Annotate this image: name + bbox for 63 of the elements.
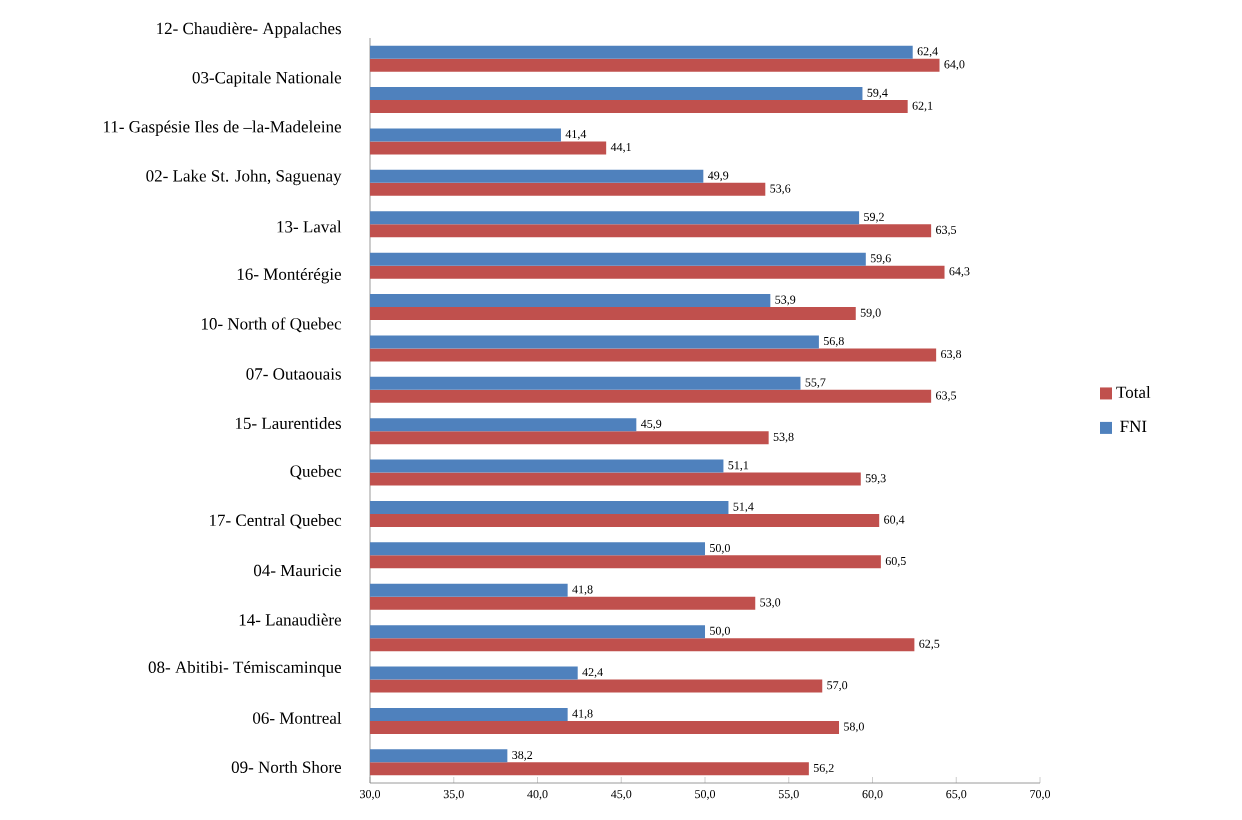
data-label: 59,3 (865, 474, 886, 484)
data-label: 64,3 (949, 267, 970, 278)
data-label: 41,4 (565, 130, 587, 140)
text: 03-Capitale Nationale (192, 71, 342, 87)
text: 14- Lanaudière (239, 613, 342, 626)
data-label: 63,8 (941, 349, 962, 360)
text: 17- Central Quebec (210, 514, 342, 529)
x-tick-label: 70,0 (1030, 790, 1051, 800)
data-label: 59,6 (870, 254, 891, 265)
data-label: 41,8 (572, 585, 593, 596)
data-label: 53,8 (773, 432, 794, 443)
text: 13- Laval (277, 220, 342, 233)
data-label: 49,9 (707, 171, 729, 182)
text: 16- Montérégie (237, 267, 342, 284)
x-tick-label: 50,0 (695, 790, 716, 800)
data-label: 55,7 (805, 378, 826, 389)
data-label: 59,2 (864, 212, 884, 223)
data-label: 60,4 (884, 515, 905, 526)
data-label: 63,5 (936, 391, 957, 402)
data-label: 50,0 (710, 626, 730, 637)
text: 06- Montreal (253, 711, 342, 724)
data-label: 62,4 (917, 47, 938, 58)
data-label: 38,2 (512, 750, 533, 761)
text: 02- Lake St. John, Saguenay (146, 169, 342, 186)
text: 12- Chaudière- Appalaches (157, 22, 341, 38)
data-label: 41,8 (572, 709, 593, 720)
text: 04- Mauricie (253, 564, 342, 577)
data-label: 53,6 (770, 184, 791, 195)
data-label: 50,0 (710, 543, 730, 554)
text: 09- North Shore (231, 761, 342, 773)
data-label: 57,0 (827, 681, 848, 691)
text: 08- Abitibi- Témiscaminque (148, 661, 342, 677)
data-label: 56,2 (813, 763, 834, 774)
x-tick-label: 35,0 (443, 790, 464, 800)
x-tick-label: 40,0 (527, 790, 548, 800)
legend-label: FNI (1120, 420, 1147, 432)
x-tick-label: 55,0 (778, 790, 799, 800)
data-label: 45,9 (640, 419, 662, 430)
data-label: 59,0 (860, 308, 881, 319)
data-label: 58,0 (844, 722, 864, 733)
text: 11- Gaspésie Iles de –la-Madeleine (103, 120, 342, 136)
text: 10- North of Quebec (201, 317, 342, 333)
text: 15- Laurentides (235, 417, 341, 430)
data-label: 53,9 (775, 295, 796, 306)
x-tick-label: 30,0 (360, 790, 381, 800)
data-label: 64,0 (944, 60, 965, 71)
legend-label: Total (1116, 386, 1151, 398)
data-label: 59,4 (867, 88, 888, 99)
data-label: 42,4 (582, 668, 603, 678)
data-label: 63,5 (936, 225, 957, 236)
x-tick-label: 65,0 (946, 790, 967, 800)
data-label: 51,1 (728, 461, 749, 471)
data-label: 53,0 (760, 598, 781, 609)
data-label: 60,5 (885, 556, 906, 567)
data-label: 62,1 (912, 101, 933, 112)
text: Quebec (290, 464, 342, 480)
data-label: 51,4 (733, 502, 754, 513)
x-tick-label: 45,0 (610, 790, 632, 800)
data-label: 44,1 (610, 143, 631, 153)
data-label: 62,5 (919, 639, 940, 650)
data-label: 56,8 (823, 336, 844, 347)
x-tick-label: 60,0 (862, 790, 883, 800)
text: 07- Outaouais (246, 368, 341, 380)
